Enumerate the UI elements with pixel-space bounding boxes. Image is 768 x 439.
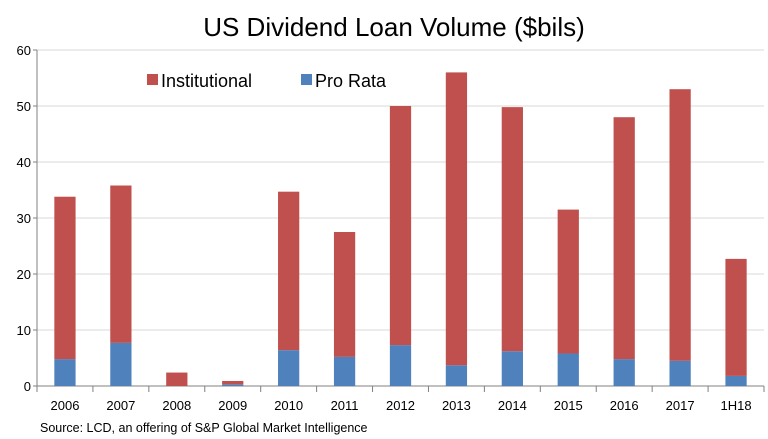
- bar-pro-rata-2006: [54, 359, 76, 386]
- bar-institutional-2009: [222, 380, 244, 385]
- legend-swatch-pro-rata: [301, 74, 312, 85]
- bar-institutional-2010: [278, 191, 300, 351]
- x-tick-label-2014: 2014: [498, 398, 527, 413]
- bars: [54, 72, 747, 386]
- bar-institutional-2016: [613, 117, 635, 360]
- x-tick-label-2017: 2017: [666, 398, 695, 413]
- x-tick-label-2012: 2012: [386, 398, 415, 413]
- y-tick-label-0: 0: [24, 379, 31, 394]
- bar-institutional-2013: [445, 72, 468, 366]
- bar-pro-rata-2010: [278, 350, 300, 386]
- bar-institutional-1h18: [725, 258, 747, 376]
- source-note: Source: LCD, an offering of S&P Global M…: [40, 421, 368, 435]
- bar-institutional-2014: [501, 107, 523, 352]
- bar-institutional-2011: [333, 232, 356, 357]
- bar-pro-rata-2011: [333, 356, 356, 386]
- x-tick-label-2011: 2011: [331, 398, 359, 413]
- bar-pro-rata-2007: [110, 342, 132, 386]
- x-tick-label-2016: 2016: [610, 398, 639, 413]
- x-tick-label-1h18: 1H18: [720, 398, 751, 413]
- y-tick-label-20: 20: [17, 267, 31, 282]
- x-tick-label-2008: 2008: [162, 398, 191, 413]
- chart-title: US Dividend Loan Volume ($bils): [203, 12, 585, 42]
- bar-institutional-2008: [166, 372, 188, 386]
- x-tick-label-2006: 2006: [51, 398, 80, 413]
- bar-institutional-2006: [54, 196, 76, 360]
- bar-pro-rata-2009: [222, 384, 244, 386]
- x-tick-label-2013: 2013: [442, 398, 471, 413]
- bar-pro-rata-2015: [557, 353, 579, 386]
- y-tick-label-30: 30: [17, 211, 31, 226]
- legend-label-institutional: Institutional: [161, 71, 252, 91]
- y-tick-label-60: 60: [17, 43, 31, 58]
- bar-pro-rata-2012: [389, 345, 412, 386]
- x-tick-label-2010: 2010: [274, 398, 303, 413]
- bar-pro-rata-1h18: [725, 375, 747, 386]
- x-tick-label-2007: 2007: [106, 398, 135, 413]
- y-tick-label-10: 10: [17, 323, 31, 338]
- x-axis: 2006 2007 2008 2009 2010 2011 2012 2013 2014 2015…: [36, 385, 765, 413]
- x-tick-label-2009: 2009: [218, 398, 247, 413]
- bar-pro-rata-2013: [445, 365, 468, 386]
- y-axis: 0 10 20 30 40 50 60: [17, 43, 38, 394]
- legend-label-pro-rata: Pro Rata: [315, 71, 387, 91]
- bar-institutional-2015: [557, 209, 579, 354]
- legend: Institutional Pro Rata: [147, 71, 387, 91]
- y-tick-label-40: 40: [17, 155, 31, 170]
- bar-institutional-2012: [389, 106, 412, 346]
- bar-pro-rata-2016: [613, 359, 635, 386]
- x-tick-label-2015: 2015: [554, 398, 583, 413]
- bar-institutional-2017: [669, 89, 691, 361]
- bar-pro-rata-2014: [501, 351, 523, 386]
- bar-pro-rata-2017: [669, 360, 691, 386]
- legend-swatch-institutional: [147, 74, 158, 85]
- bar-institutional-2007: [110, 185, 132, 343]
- y-tick-label-50: 50: [17, 99, 31, 114]
